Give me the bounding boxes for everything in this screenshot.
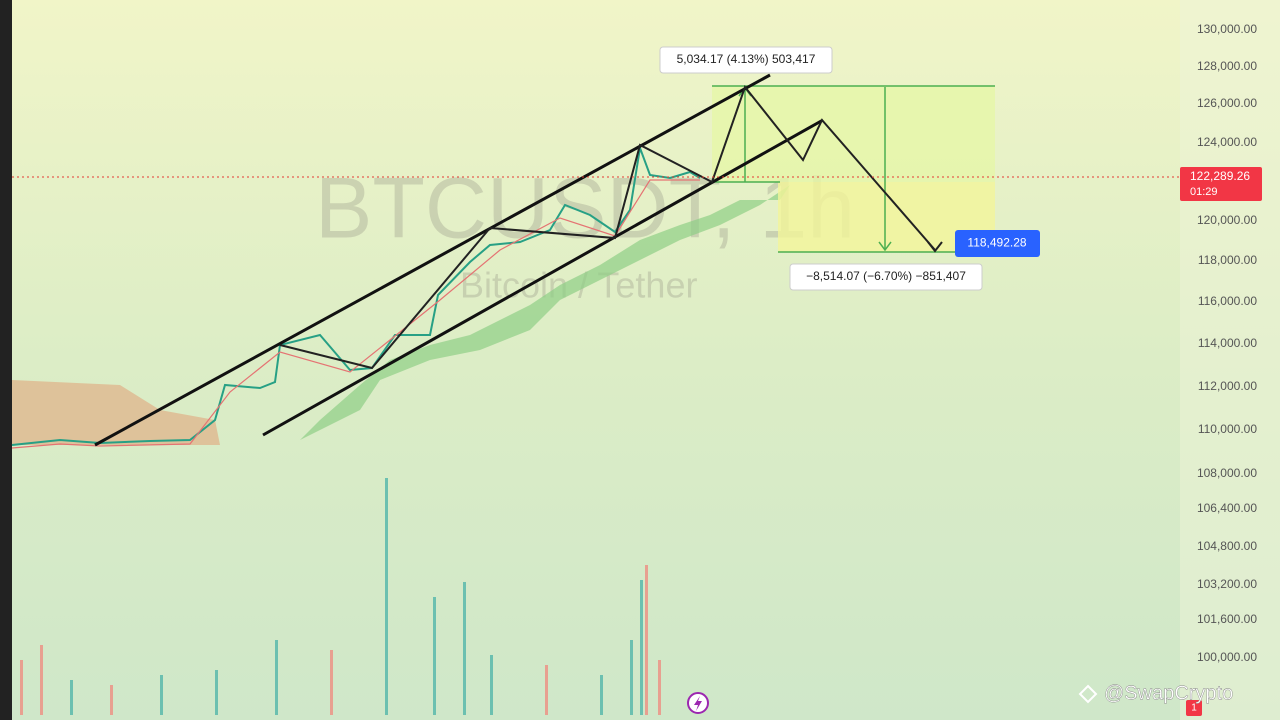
brand-icon xyxy=(1078,684,1098,704)
countdown: 01:29 xyxy=(1190,186,1218,198)
alert-count: 1 xyxy=(1191,703,1197,714)
price-axis-label: 101,600.00 xyxy=(1197,612,1257,626)
lightning-icon xyxy=(694,696,702,711)
branding: @SwapCrypto xyxy=(1104,682,1233,704)
upper-measure-label-box xyxy=(659,46,833,74)
price-axis-label: 100,000.00 xyxy=(1197,650,1257,664)
price-path xyxy=(11,144,701,446)
price-axis-label: 120,000.00 xyxy=(1197,213,1257,227)
price-axis-labels: 130,000.00 128,000.00 126,000.00 124,000.00… xyxy=(1197,22,1257,664)
price-axis-area xyxy=(1180,0,1280,720)
price-axis-label: 128,000.00 xyxy=(1197,59,1257,73)
lower-measure-label: −8,514.07 (−6.70%) −851,407 xyxy=(806,269,966,283)
target-price: 118,492.28 xyxy=(967,236,1026,250)
target-tag xyxy=(955,230,1040,257)
price-axis-label: 112,000.00 xyxy=(1198,379,1257,393)
price-axis-label: 118,000.00 xyxy=(1198,253,1257,267)
alert-badge[interactable] xyxy=(1186,700,1202,716)
cloud-bullish xyxy=(300,185,790,440)
price-axis-label: 106,400.00 xyxy=(1197,501,1257,515)
volume-bars xyxy=(20,478,661,715)
cloud-bearish xyxy=(12,380,220,445)
price-axis-label: 116,000.00 xyxy=(1198,294,1257,308)
left-edge xyxy=(0,0,12,720)
measure-box-upper xyxy=(712,86,995,182)
last-price: 122,289.26 xyxy=(1190,169,1250,183)
lower-measure-label-box xyxy=(789,263,983,291)
projection-path xyxy=(279,84,936,370)
last-price-tag xyxy=(1180,167,1262,201)
price-axis-label: 103,200.00 xyxy=(1197,577,1257,591)
price-axis-label: 114,000.00 xyxy=(1198,336,1257,350)
price-axis-label: 126,000.00 xyxy=(1197,96,1257,110)
price-axis-label: 124,000.00 xyxy=(1197,135,1257,149)
price-axis-label: 104,800.00 xyxy=(1197,539,1257,553)
upper-measure-label: 5,034.17 (4.13%) 503,417 xyxy=(677,52,816,66)
price-axis-label: 130,000.00 xyxy=(1197,22,1257,36)
channel-upper xyxy=(94,73,771,447)
projection-arrow xyxy=(927,241,943,253)
price-axis-label: 108,000.00 xyxy=(1197,466,1257,480)
price-axis-label: 110,000.00 xyxy=(1198,422,1257,436)
channel-lower xyxy=(262,118,824,437)
